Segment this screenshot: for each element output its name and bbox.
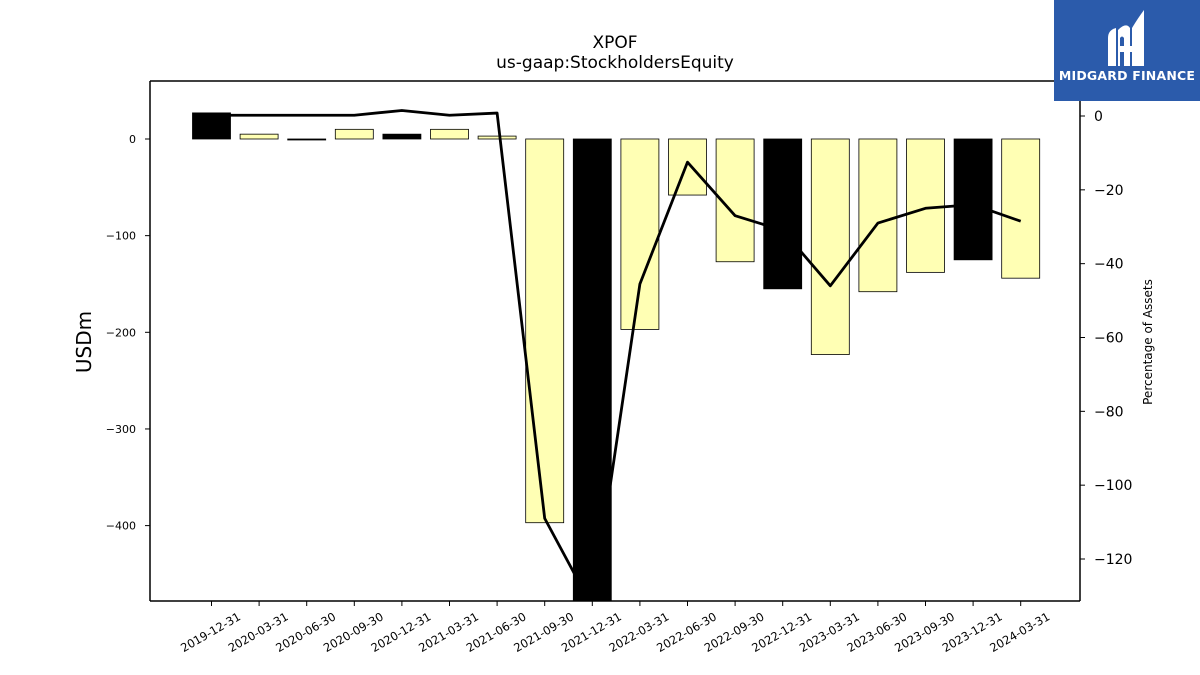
bar-2023-12-31	[953, 138, 993, 261]
y-tick-label: −100	[106, 230, 136, 243]
bar-2022-03-31	[620, 138, 660, 330]
y2-tick-label: −20	[1094, 183, 1124, 199]
bar-2020-03-31	[239, 133, 279, 140]
bar-2020-12-31	[382, 133, 422, 140]
chart-subtitle: us-gaap:StockholdersEquity	[496, 53, 734, 73]
bar-2023-06-30	[858, 138, 898, 293]
percentage-line	[211, 109, 1022, 601]
y-tick-label: 0	[129, 133, 136, 146]
bar-2019-12-31	[192, 112, 231, 140]
bar-2020-09-30	[334, 128, 374, 140]
brand-name: MIDGARD FINANCE	[1058, 68, 1196, 83]
bar-2021-12-31	[572, 138, 612, 601]
y-tick-label: −200	[106, 326, 136, 339]
bar-2022-12-31	[763, 138, 803, 290]
bar-2022-06-30	[668, 138, 707, 196]
y2-axis-label: Percentage of Assets	[1141, 279, 1155, 405]
bar-2020-06-30	[287, 138, 327, 141]
y2-tick-label: −120	[1094, 552, 1132, 568]
y2-tick-label: −80	[1094, 404, 1124, 420]
y2-tick-label: −60	[1094, 331, 1124, 347]
bar-2023-03-31	[810, 138, 850, 355]
brand-logo: MIDGARD FINANCE	[1054, 0, 1200, 101]
bar-2021-06-30	[477, 135, 517, 140]
percentage-line-series	[211, 109, 1022, 601]
y-tick-label: −300	[106, 423, 136, 436]
bar-2023-09-30	[906, 138, 945, 273]
y2-tick-label: −40	[1094, 257, 1124, 273]
y2-tick-label: −100	[1094, 478, 1132, 494]
y-axis-label: USDm	[72, 311, 96, 373]
y2-tick-label: 0	[1094, 109, 1103, 125]
midgard-logo-icon	[1108, 10, 1144, 66]
bar-2024-03-31	[1001, 138, 1041, 279]
bar-series	[192, 112, 1041, 601]
bar-2021-09-30	[525, 138, 565, 524]
y-tick-label: −400	[106, 520, 136, 533]
chart-title: XPOF	[592, 33, 637, 53]
bar-2021-03-31	[430, 128, 469, 140]
